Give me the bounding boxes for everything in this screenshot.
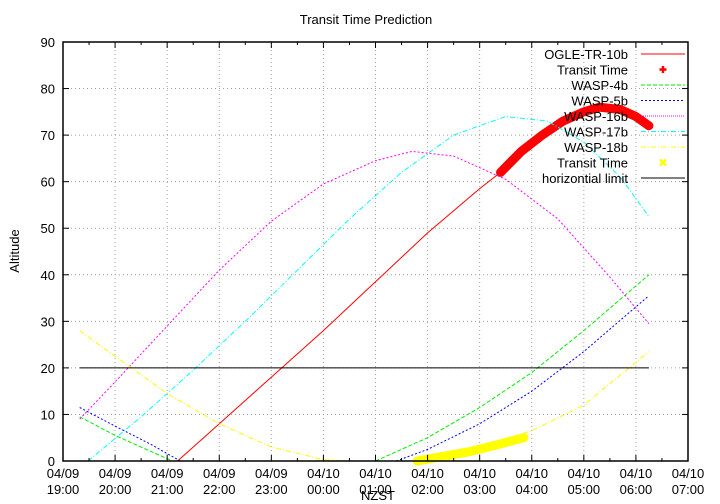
x-tick-time: 19:00 [47,482,80,497]
x-tick-time: 01:00 [359,482,392,497]
series-wasp-5b [396,295,650,462]
x-tick-time: 23:00 [255,482,288,497]
series-transit-time [412,433,529,466]
axes: 010203040506070809004/0919:0004/0920:000… [41,35,705,497]
y-tick-label: 60 [41,175,55,190]
x-tick-date: 04/10 [620,466,653,481]
x-tick-date: 04/10 [463,466,496,481]
y-axis-label: Altitude [7,229,22,272]
x-tick-time: 07:00 [672,482,705,497]
x-tick-date: 04/10 [307,466,340,481]
legend-label: WASP-5b [571,94,628,109]
x-tick-date: 04/10 [411,466,444,481]
x-tick-date: 04/10 [515,466,548,481]
x-tick-time: 03:00 [463,482,496,497]
chart-title: Transit Time Prediction [300,12,432,27]
x-tick-time: 02:00 [411,482,444,497]
y-tick-label: 80 [41,82,55,97]
x-axis-label: NZST [361,488,395,503]
x-tick-date: 04/09 [47,466,80,481]
y-tick-label: 40 [41,268,55,283]
legend-cross-marker [659,158,667,167]
series-wasp-5b [79,407,181,462]
legend-label: horizontial limit [542,171,628,186]
legend-label: WASP-18b [564,140,628,155]
legend-label: Transit Time [557,63,628,78]
x-tick-date: 04/09 [99,466,132,481]
x-tick-time: 00:00 [307,482,340,497]
series-wasp-4b [79,416,173,462]
series-transit-time [496,102,654,177]
y-tick-label: 20 [41,361,55,376]
legend-label: WASP-17b [564,125,628,140]
y-tick-label: 0 [48,454,55,469]
legend-label: WASP-4b [571,78,628,93]
x-tick-date: 04/10 [672,466,705,481]
series-wasp-16b [79,150,650,420]
x-tick-time: 20:00 [99,482,132,497]
y-tick-label: 50 [41,221,55,236]
y-tick-label: 30 [41,314,55,329]
y-tick-label: 90 [41,35,55,50]
x-tick-date: 04/09 [203,466,236,481]
x-tick-time: 21:00 [151,482,184,497]
x-tick-date: 04/10 [359,466,392,481]
x-tick-time: 04:00 [515,482,548,497]
x-tick-time: 06:00 [620,482,653,497]
x-tick-date: 04/09 [255,466,288,481]
plot-frame [62,41,689,462]
legend-label: OGLE-TR-10b [544,47,628,62]
legend-label: WASP-16b [564,109,628,124]
series-wasp-4b [375,274,650,462]
x-tick-time: 05:00 [568,482,601,497]
x-tick-date: 04/09 [151,466,184,481]
x-tick-date: 04/10 [568,466,601,481]
y-tick-label: 70 [41,128,55,143]
x-tick-time: 22:00 [203,482,236,497]
series-lines [79,102,654,466]
y-tick-label: 10 [41,407,55,422]
series-wasp-18b [79,330,350,462]
legend-label: Transit Time [557,156,628,171]
